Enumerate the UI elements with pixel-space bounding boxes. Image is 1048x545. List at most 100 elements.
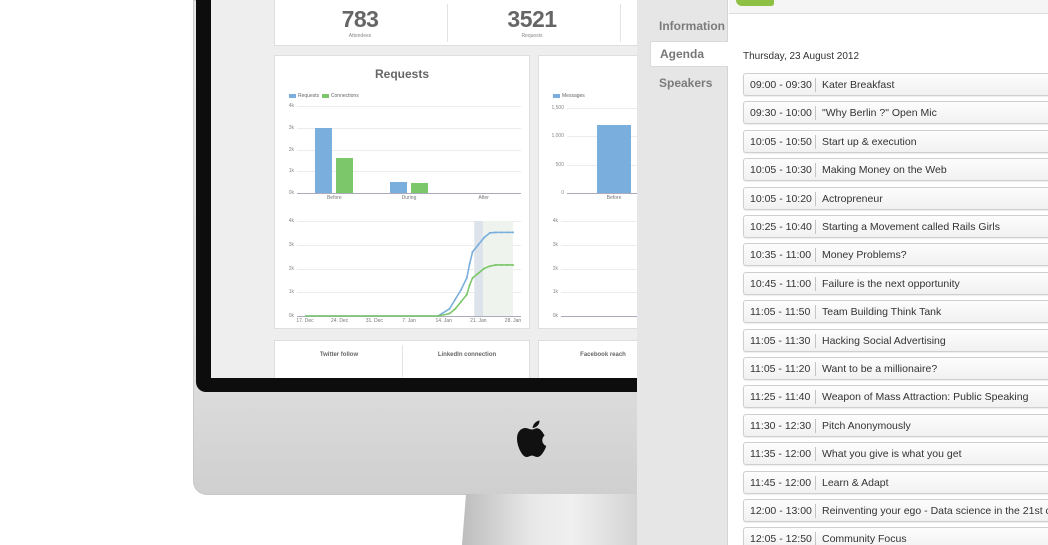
- x-tick-label: Before: [326, 195, 342, 201]
- series-point: [436, 315, 439, 317]
- session-time: 11:05 - 11:20: [750, 363, 811, 375]
- series-point: [477, 243, 480, 246]
- social-card: Twitter follow LinkedIn connection: [274, 340, 530, 378]
- highlight-band: [474, 221, 483, 316]
- series-point: [448, 307, 451, 310]
- session-time: 11:05 - 11:30: [750, 334, 811, 347]
- session-row[interactable]: 10:35 - 11:00 Money Problems?: [743, 243, 1048, 267]
- gridline: [297, 244, 521, 246]
- x-tick-label: 21. Jan: [470, 318, 487, 324]
- session-row[interactable]: 10:25 - 10:40 Starting a Movement called …: [743, 215, 1048, 238]
- y-tick-label: 0k: [288, 190, 294, 196]
- session-time: 11:25 - 11:40: [750, 391, 811, 404]
- stat-label: Attendees: [348, 33, 372, 39]
- bar: [315, 127, 333, 193]
- session-separator: [815, 305, 816, 320]
- session-row[interactable]: 10:05 - 10:30 Making Money on the Web: [743, 158, 1048, 182]
- gridline: [561, 244, 641, 246]
- bar: [336, 158, 354, 193]
- y-tick-label: 1,500: [551, 105, 564, 111]
- sidebar-item-agenda[interactable]: Agenda: [650, 41, 728, 67]
- session-row[interactable]: 11:05 - 11:50 Team Building Think Tank: [743, 300, 1048, 324]
- series-point: [500, 231, 503, 234]
- session-separator: [815, 390, 816, 405]
- session-row[interactable]: 09:00 - 09:30 Kater Breakfast: [743, 73, 1048, 96]
- x-tick-label: During: [401, 195, 417, 201]
- session-row[interactable]: 09:30 - 10:00 "Why Berlin ?" Open Mic: [743, 101, 1048, 125]
- session-title: Start up & execution: [822, 135, 917, 148]
- session-time: 10:05 - 10:30: [750, 164, 812, 177]
- session-separator: [815, 447, 816, 462]
- session-title: Money Problems?: [822, 249, 907, 262]
- series-point: [488, 231, 491, 234]
- y-tick-label: 4k: [288, 103, 294, 109]
- session-separator: [815, 504, 816, 518]
- session-row[interactable]: 10:05 - 10:50 Start up & execution: [743, 129, 1048, 153]
- session-separator: [815, 532, 816, 545]
- series-point: [494, 263, 497, 266]
- session-separator: [815, 418, 816, 433]
- y-tick-label: 4k: [552, 218, 558, 224]
- line-chart-svg: [305, 221, 514, 317]
- series-point: [512, 231, 514, 234]
- monitor-screen: 783 Attendees 3521 Requests Requests Req…: [211, 0, 641, 378]
- y-tick-label: 2k: [552, 265, 558, 272]
- stat-requests: 3521 Requests: [447, 0, 617, 46]
- x-tick-label: 17. Dec: [296, 318, 314, 324]
- sidebar-item-information[interactable]: Information: [659, 19, 725, 33]
- gridline: [561, 221, 641, 222]
- session-row[interactable]: 12:00 - 13:00 Reinventing your ego - Data…: [743, 499, 1048, 522]
- x-axis: [567, 193, 641, 194]
- session-separator: [815, 248, 816, 263]
- legend-swatch: [553, 93, 560, 98]
- series-point: [454, 307, 457, 310]
- gridline: [297, 171, 521, 173]
- agenda-main: Thursday, 23 August 2012 09:00 - 09:30 Ka…: [729, 0, 1048, 545]
- series-point: [471, 277, 474, 279]
- sidebar-item-speakers[interactable]: Speakers: [659, 76, 713, 90]
- series-point: [500, 263, 503, 266]
- session-row[interactable]: 11:30 - 12:30 Pitch Anonymously: [743, 413, 1048, 437]
- gridline: [567, 108, 641, 109]
- session-row[interactable]: 11:05 - 11:30 Hacking Social Advertising: [743, 328, 1048, 352]
- y-tick-label: 1k: [552, 289, 558, 296]
- stat-divider: [447, 4, 448, 42]
- card-divider: [402, 345, 403, 377]
- date-heading: Thursday, 23 August 2012: [743, 51, 860, 62]
- stat-value: 783: [341, 6, 379, 32]
- session-time: 09:30 - 10:00: [750, 107, 812, 120]
- x-tick-label: 31. Dec: [365, 318, 383, 324]
- apple-logo-icon: [517, 420, 547, 457]
- requests-panel: Requests Requests Connections 0k 1k 2k 3k 4k…: [274, 55, 530, 329]
- session-title: Kater Breakfast: [822, 79, 895, 91]
- session-row[interactable]: 12:05 - 12:50 Community Focus: [743, 527, 1048, 545]
- top-tab-accent[interactable]: [736, 0, 774, 6]
- session-row[interactable]: 11:05 - 11:20 Want to be a millionaire?: [743, 357, 1048, 380]
- top-bar: [729, 0, 1048, 14]
- session-separator: [815, 276, 816, 291]
- series-point: [477, 272, 480, 275]
- series-point: [494, 231, 497, 234]
- session-row[interactable]: 11:45 - 12:00 Learn & Adapt: [743, 470, 1048, 494]
- y-tick-label: 3k: [288, 124, 294, 131]
- gridline: [297, 149, 521, 151]
- bar: [411, 183, 428, 193]
- session-title: Starting a Movement called Rails Girls: [822, 221, 1000, 233]
- gridline: [561, 268, 641, 270]
- session-title: "Why Berlin ?" Open Mic: [822, 107, 937, 120]
- session-title: Reinventing your ego - Data science in t…: [822, 505, 1048, 517]
- linkedin-connection-label: LinkedIn connection: [437, 352, 497, 358]
- bar: [597, 125, 631, 193]
- session-title: Hacking Social Advertising: [822, 334, 946, 347]
- x-tick-label: 14. Jan: [435, 318, 452, 324]
- session-row[interactable]: 11:35 - 12:00 What you give is what you g…: [743, 442, 1048, 466]
- session-row[interactable]: 11:25 - 11:40 Weapon of Mass Attraction: …: [743, 385, 1048, 409]
- session-time: 10:05 - 10:50: [750, 135, 812, 148]
- series-point: [506, 263, 509, 266]
- session-row[interactable]: 10:05 - 10:20 Actropreneur: [743, 186, 1048, 210]
- series-point: [483, 267, 486, 270]
- y-tick-label: 0: [561, 190, 564, 196]
- series-point: [468, 262, 471, 265]
- y-tick-label: 500: [555, 161, 564, 168]
- session-row[interactable]: 10:45 - 11:00 Failure is the next opportu…: [743, 271, 1048, 295]
